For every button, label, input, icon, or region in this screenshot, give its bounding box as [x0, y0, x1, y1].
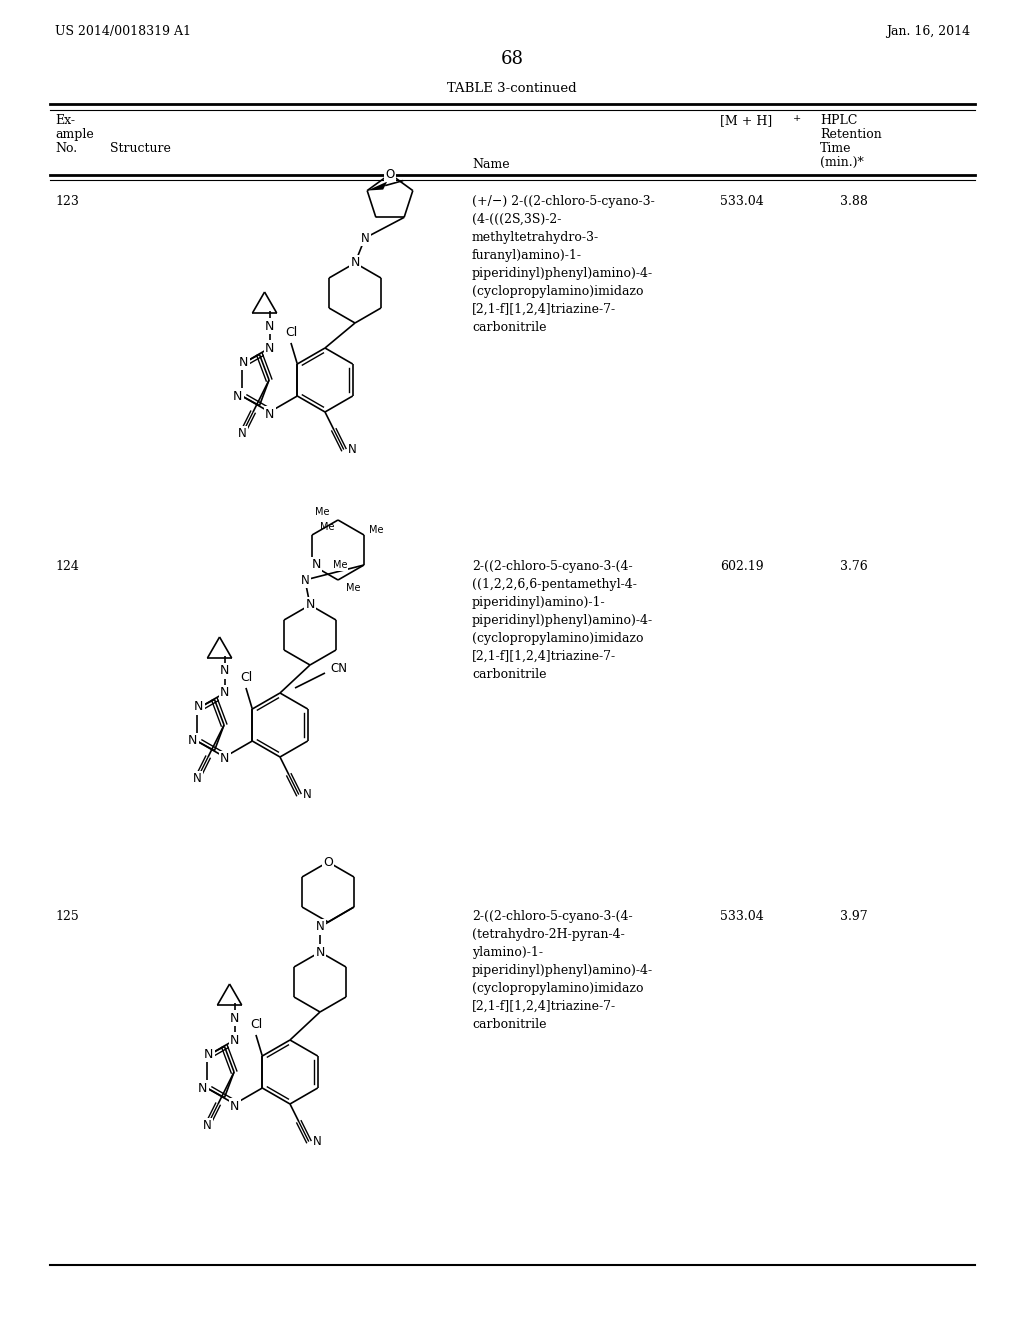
- Text: N: N: [265, 408, 274, 421]
- Text: 533.04: 533.04: [720, 909, 764, 923]
- Text: Me: Me: [321, 521, 335, 532]
- Text: N: N: [204, 1048, 214, 1060]
- Text: N: N: [265, 319, 274, 333]
- Text: N: N: [303, 788, 311, 801]
- Text: N: N: [305, 598, 314, 611]
- Text: 3.97: 3.97: [840, 909, 867, 923]
- Text: Structure: Structure: [110, 143, 171, 154]
- Text: ample: ample: [55, 128, 94, 141]
- Text: N: N: [315, 945, 325, 958]
- Text: 2-((2-chloro-5-cyano-3-(4-
(tetrahydro-2H-pyran-4-
ylamino)-1-
piperidinyl)pheny: 2-((2-chloro-5-cyano-3-(4- (tetrahydro-2…: [472, 909, 653, 1031]
- Text: N: N: [220, 752, 229, 766]
- Text: (min.)*: (min.)*: [820, 156, 864, 169]
- Text: Cl: Cl: [250, 1018, 262, 1031]
- Polygon shape: [368, 182, 387, 190]
- Text: Me: Me: [315, 507, 330, 517]
- Text: Me: Me: [369, 525, 383, 535]
- Text: N: N: [229, 1100, 240, 1113]
- Text: Name: Name: [472, 158, 510, 172]
- Text: N: N: [350, 256, 359, 269]
- Text: 125: 125: [55, 909, 79, 923]
- Text: N: N: [193, 772, 202, 785]
- Text: N: N: [229, 1034, 240, 1047]
- Text: Cl: Cl: [240, 671, 252, 684]
- Text: TABLE 3-continued: TABLE 3-continued: [447, 82, 577, 95]
- Text: Ex-: Ex-: [55, 114, 75, 127]
- Text: N: N: [188, 734, 198, 747]
- Text: (+/−) 2-((2-chloro-5-cyano-3-
(4-(((2S,3S)-2-
methyltetrahydro-3-
furanyl)amino): (+/−) 2-((2-chloro-5-cyano-3- (4-(((2S,3…: [472, 195, 654, 334]
- Text: N: N: [311, 558, 321, 572]
- Text: N: N: [240, 355, 249, 368]
- Text: N: N: [229, 1011, 240, 1024]
- Text: 602.19: 602.19: [720, 560, 764, 573]
- Text: N: N: [220, 686, 229, 700]
- Text: US 2014/0018319 A1: US 2014/0018319 A1: [55, 25, 191, 38]
- Text: 2-((2-chloro-5-cyano-3-(4-
((1,2,2,6,6-pentamethyl-4-
piperidinyl)amino)-1-
pipe: 2-((2-chloro-5-cyano-3-(4- ((1,2,2,6,6-p…: [472, 560, 653, 681]
- Text: 3.76: 3.76: [840, 560, 867, 573]
- Text: N: N: [312, 1135, 322, 1148]
- Text: N: N: [348, 444, 356, 457]
- Text: N: N: [203, 1119, 212, 1133]
- Text: N: N: [301, 573, 309, 586]
- Text: N: N: [238, 428, 247, 440]
- Text: 3.88: 3.88: [840, 195, 868, 209]
- Text: O: O: [323, 855, 333, 869]
- Text: N: N: [220, 664, 229, 677]
- Text: 68: 68: [501, 50, 523, 69]
- Text: Time: Time: [820, 143, 852, 154]
- Text: Me: Me: [333, 560, 347, 570]
- Text: Me: Me: [346, 583, 360, 593]
- Text: No.: No.: [55, 143, 77, 154]
- Text: N: N: [360, 231, 370, 244]
- Text: 533.04: 533.04: [720, 195, 764, 209]
- Text: +: +: [793, 114, 801, 123]
- Text: Retention: Retention: [820, 128, 882, 141]
- Text: N: N: [233, 389, 243, 403]
- Text: N: N: [265, 342, 274, 355]
- Text: 123: 123: [55, 195, 79, 209]
- Text: Cl: Cl: [285, 326, 297, 339]
- Text: O: O: [385, 168, 394, 181]
- Text: N: N: [195, 701, 204, 714]
- Text: HPLC: HPLC: [820, 114, 857, 127]
- Text: Jan. 16, 2014: Jan. 16, 2014: [886, 25, 970, 38]
- Text: CN: CN: [330, 661, 347, 675]
- Text: [M + H]: [M + H]: [720, 114, 772, 127]
- Text: N: N: [199, 1081, 208, 1094]
- Text: N: N: [315, 920, 325, 933]
- Text: 124: 124: [55, 560, 79, 573]
